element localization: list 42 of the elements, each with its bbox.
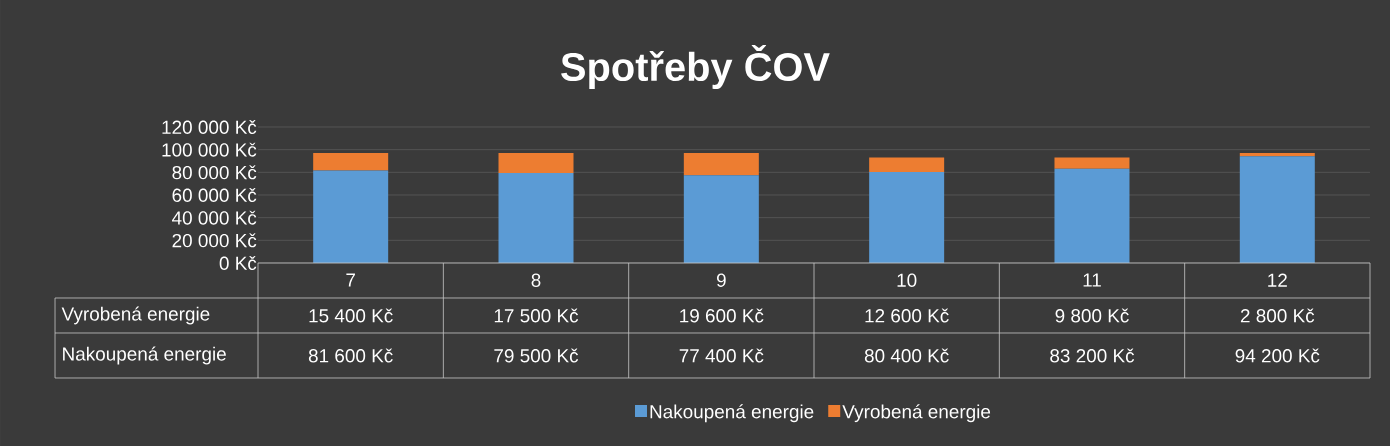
data-label: 83 200 Kč [1050, 348, 1135, 363]
data-label: 12 600 Kč [865, 308, 949, 323]
data-label: 80 400 Kč [864, 348, 949, 363]
legend-label: Nakoupená energie [650, 404, 814, 423]
data-label: 9 800 Kč [1055, 308, 1129, 323]
y-tick-label: 0 Kč [219, 256, 257, 270]
data-label: 2 800 Kč [1240, 308, 1315, 323]
bar [683, 175, 759, 263]
x-tick-label: 8 [531, 273, 541, 287]
bar [1239, 153, 1315, 157]
bar [683, 153, 759, 176]
y-tick-label: 20 000 Kč [172, 233, 257, 248]
text: Nakoupená energie [63, 346, 226, 365]
x-tick-label: 7 [346, 273, 355, 287]
bar [313, 153, 389, 171]
bar [498, 153, 574, 173]
y-tick-label: 40 000 Kč [172, 210, 257, 225]
data-label: 15 400 Kč [309, 308, 393, 323]
y-tick-label: 100 000 Kč [162, 142, 257, 157]
data-label: 19 600 Kč [680, 308, 764, 323]
y-tick-label: 120 000 Kč [162, 120, 257, 134]
data-label: 77 400 Kč [679, 348, 764, 363]
bar [869, 171, 945, 263]
bar [869, 157, 945, 172]
data-label: 17 500 Kč [494, 308, 579, 323]
y-tick-label: 80 000 Kč [172, 165, 257, 180]
bar [498, 172, 574, 263]
y-tick-label: 60 000 Kč [172, 188, 257, 202]
bar [1054, 157, 1130, 169]
x-tick-label: 12 [1268, 273, 1287, 287]
bar [1054, 168, 1130, 263]
text: Vyrobená energie [61, 306, 210, 325]
x-tick-label: 10 [897, 273, 917, 287]
data-label: 81 600 Kč [308, 348, 393, 363]
x-tick-label: 11 [1083, 273, 1101, 287]
x-tick-label: 9 [716, 273, 726, 287]
data-label: 79 500 Kč [494, 348, 579, 363]
data-label: 94 200 Kč [1235, 348, 1320, 363]
bar [1239, 156, 1315, 263]
chart-title: Spotřeby ČOV [561, 45, 830, 89]
legend-label: Vyrobená energie [842, 404, 991, 423]
bar [313, 170, 389, 263]
